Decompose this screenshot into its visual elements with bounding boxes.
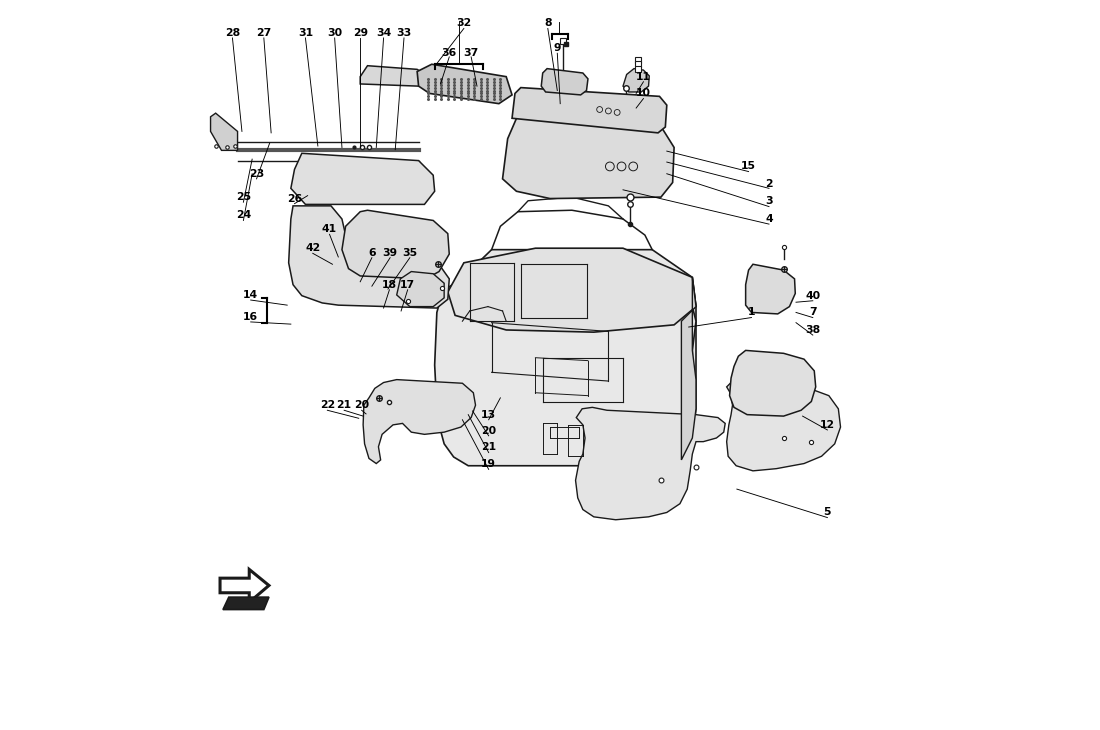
Text: 13: 13 — [481, 410, 496, 420]
Polygon shape — [397, 272, 444, 307]
Text: 20: 20 — [481, 426, 496, 436]
Polygon shape — [210, 113, 238, 150]
Polygon shape — [434, 279, 696, 466]
Text: 11: 11 — [636, 72, 651, 82]
Text: 37: 37 — [463, 47, 478, 58]
Polygon shape — [448, 250, 696, 460]
Text: 23: 23 — [249, 169, 264, 179]
Text: 16: 16 — [243, 312, 258, 322]
Polygon shape — [512, 88, 667, 133]
Polygon shape — [363, 380, 475, 464]
Text: 25: 25 — [235, 192, 251, 202]
Polygon shape — [541, 69, 589, 95]
Text: 20: 20 — [354, 400, 370, 410]
Polygon shape — [223, 597, 268, 610]
Text: 8: 8 — [544, 18, 551, 28]
Text: 32: 32 — [456, 18, 472, 28]
Text: 28: 28 — [224, 28, 240, 38]
Text: 10: 10 — [636, 88, 651, 99]
Polygon shape — [681, 277, 696, 460]
Text: 21: 21 — [481, 442, 496, 453]
Text: 3: 3 — [766, 196, 773, 207]
Polygon shape — [727, 383, 840, 471]
Text: 31: 31 — [298, 28, 314, 38]
Polygon shape — [575, 407, 725, 520]
Polygon shape — [503, 117, 674, 199]
Text: 6: 6 — [368, 247, 376, 258]
Text: 2: 2 — [766, 179, 773, 189]
Text: 35: 35 — [403, 247, 417, 258]
Text: 21: 21 — [337, 400, 352, 410]
Text: 1: 1 — [748, 307, 756, 318]
Text: 15: 15 — [741, 161, 756, 172]
Text: 22: 22 — [320, 400, 336, 410]
Text: 7: 7 — [808, 307, 816, 318]
Text: 38: 38 — [805, 325, 821, 335]
Text: 12: 12 — [820, 420, 835, 430]
Text: 41: 41 — [322, 224, 337, 234]
Polygon shape — [288, 206, 449, 308]
Polygon shape — [746, 264, 795, 314]
Polygon shape — [623, 69, 649, 92]
Polygon shape — [342, 210, 449, 279]
Text: 39: 39 — [383, 247, 398, 258]
Text: 14: 14 — [243, 290, 258, 300]
Text: 24: 24 — [235, 210, 251, 220]
Polygon shape — [417, 64, 512, 104]
Text: 42: 42 — [305, 243, 320, 253]
Text: 19: 19 — [481, 459, 496, 469]
Text: 5: 5 — [824, 507, 832, 518]
Text: 26: 26 — [287, 193, 303, 204]
Text: 34: 34 — [376, 28, 392, 38]
Polygon shape — [729, 350, 816, 416]
Text: 27: 27 — [256, 28, 272, 38]
Polygon shape — [360, 66, 429, 86]
Text: 9: 9 — [553, 43, 561, 53]
Text: 17: 17 — [400, 280, 415, 290]
Text: 40: 40 — [805, 291, 821, 301]
Polygon shape — [290, 153, 434, 204]
Polygon shape — [448, 248, 696, 332]
Text: 18: 18 — [382, 280, 397, 290]
Text: 4: 4 — [766, 214, 773, 224]
Text: 33: 33 — [396, 28, 411, 38]
Polygon shape — [220, 569, 268, 602]
Text: 36: 36 — [441, 47, 456, 58]
Text: 29: 29 — [353, 28, 367, 38]
Text: 30: 30 — [327, 28, 342, 38]
